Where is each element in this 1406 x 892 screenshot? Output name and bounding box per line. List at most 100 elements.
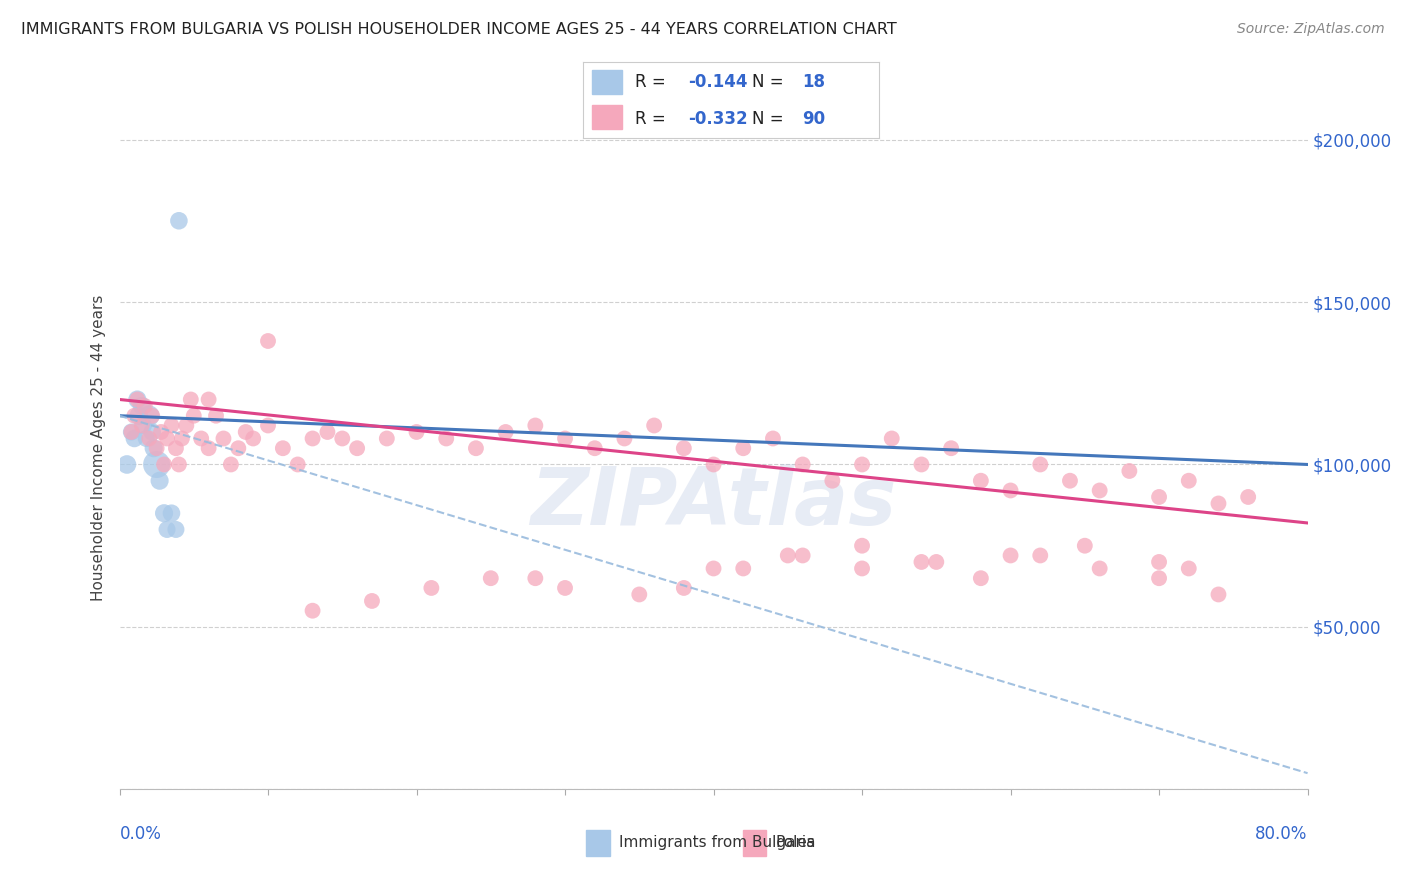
Point — [257, 334, 280, 348]
Text: N =: N = — [752, 73, 789, 91]
Text: Source: ZipAtlas.com: Source: ZipAtlas.com — [1237, 22, 1385, 37]
Point — [1000, 549, 1022, 563]
Point — [672, 581, 695, 595]
Point — [361, 594, 384, 608]
Point — [910, 555, 932, 569]
Point — [242, 432, 264, 446]
Point — [1147, 555, 1170, 569]
Point — [1208, 496, 1230, 510]
Point — [127, 392, 149, 407]
Point — [124, 409, 146, 423]
Point — [1178, 561, 1201, 575]
Point — [132, 418, 155, 433]
Bar — [592, 70, 621, 95]
Point — [228, 442, 250, 456]
Point — [141, 409, 163, 423]
Point — [420, 581, 443, 595]
Bar — [586, 830, 610, 856]
Text: Poles: Poles — [776, 835, 815, 849]
Point — [628, 587, 651, 601]
Point — [160, 418, 183, 433]
Point — [643, 418, 665, 433]
Point — [672, 442, 695, 456]
Point — [464, 442, 486, 456]
Point — [1208, 587, 1230, 601]
Text: -0.332: -0.332 — [689, 110, 748, 128]
Point — [219, 458, 242, 472]
Point — [197, 392, 219, 407]
Point — [1088, 483, 1111, 498]
Point — [1088, 561, 1111, 575]
Point — [702, 561, 725, 575]
Point — [134, 399, 156, 413]
Point — [1059, 474, 1081, 488]
Point — [156, 523, 179, 537]
Point — [197, 442, 219, 456]
Point — [1147, 571, 1170, 585]
Point — [141, 425, 163, 439]
Point — [1147, 490, 1170, 504]
Point — [135, 432, 157, 446]
Point — [149, 474, 172, 488]
Point — [257, 418, 280, 433]
Text: 90: 90 — [801, 110, 825, 128]
Point — [145, 458, 167, 472]
Point — [128, 409, 150, 423]
Point — [880, 432, 903, 446]
Point — [212, 432, 235, 446]
Point — [970, 474, 993, 488]
Point — [762, 432, 785, 446]
Point — [190, 432, 212, 446]
Point — [1029, 549, 1052, 563]
Point — [792, 458, 814, 472]
Text: 0.0%: 0.0% — [120, 825, 162, 843]
Point — [375, 432, 398, 446]
Point — [271, 442, 294, 456]
Point — [138, 432, 160, 446]
Text: 18: 18 — [801, 73, 825, 91]
Point — [479, 571, 502, 585]
Point — [145, 442, 167, 456]
Point — [131, 418, 153, 433]
Point — [524, 571, 547, 585]
Point — [287, 458, 309, 472]
Point — [153, 506, 176, 520]
Point — [554, 581, 576, 595]
Point — [792, 549, 814, 563]
Point — [346, 442, 368, 456]
Text: R =: R = — [636, 73, 671, 91]
Point — [330, 432, 353, 446]
Text: ZIPAtlas: ZIPAtlas — [530, 464, 897, 541]
Point — [120, 425, 142, 439]
Point — [176, 418, 198, 433]
Point — [583, 442, 606, 456]
Text: Immigrants from Bulgaria: Immigrants from Bulgaria — [619, 835, 815, 849]
Point — [115, 458, 138, 472]
Bar — [742, 830, 766, 856]
Point — [138, 409, 160, 423]
Point — [1029, 458, 1052, 472]
Point — [165, 523, 187, 537]
Y-axis label: Householder Income Ages 25 - 44 years: Householder Income Ages 25 - 44 years — [91, 295, 107, 601]
Point — [434, 432, 457, 446]
Point — [970, 571, 993, 585]
Point — [1000, 483, 1022, 498]
Point — [702, 458, 725, 472]
Point — [180, 392, 202, 407]
Point — [554, 432, 576, 446]
Point — [301, 604, 323, 618]
Point — [1178, 474, 1201, 488]
Point — [153, 458, 176, 472]
Point — [851, 539, 873, 553]
Point — [165, 442, 187, 456]
Text: -0.144: -0.144 — [689, 73, 748, 91]
Point — [733, 442, 755, 456]
Point — [235, 425, 257, 439]
Point — [131, 399, 153, 413]
Point — [316, 425, 339, 439]
Point — [167, 213, 190, 227]
Point — [776, 549, 799, 563]
Point — [205, 409, 228, 423]
Text: R =: R = — [636, 110, 671, 128]
Point — [910, 458, 932, 472]
